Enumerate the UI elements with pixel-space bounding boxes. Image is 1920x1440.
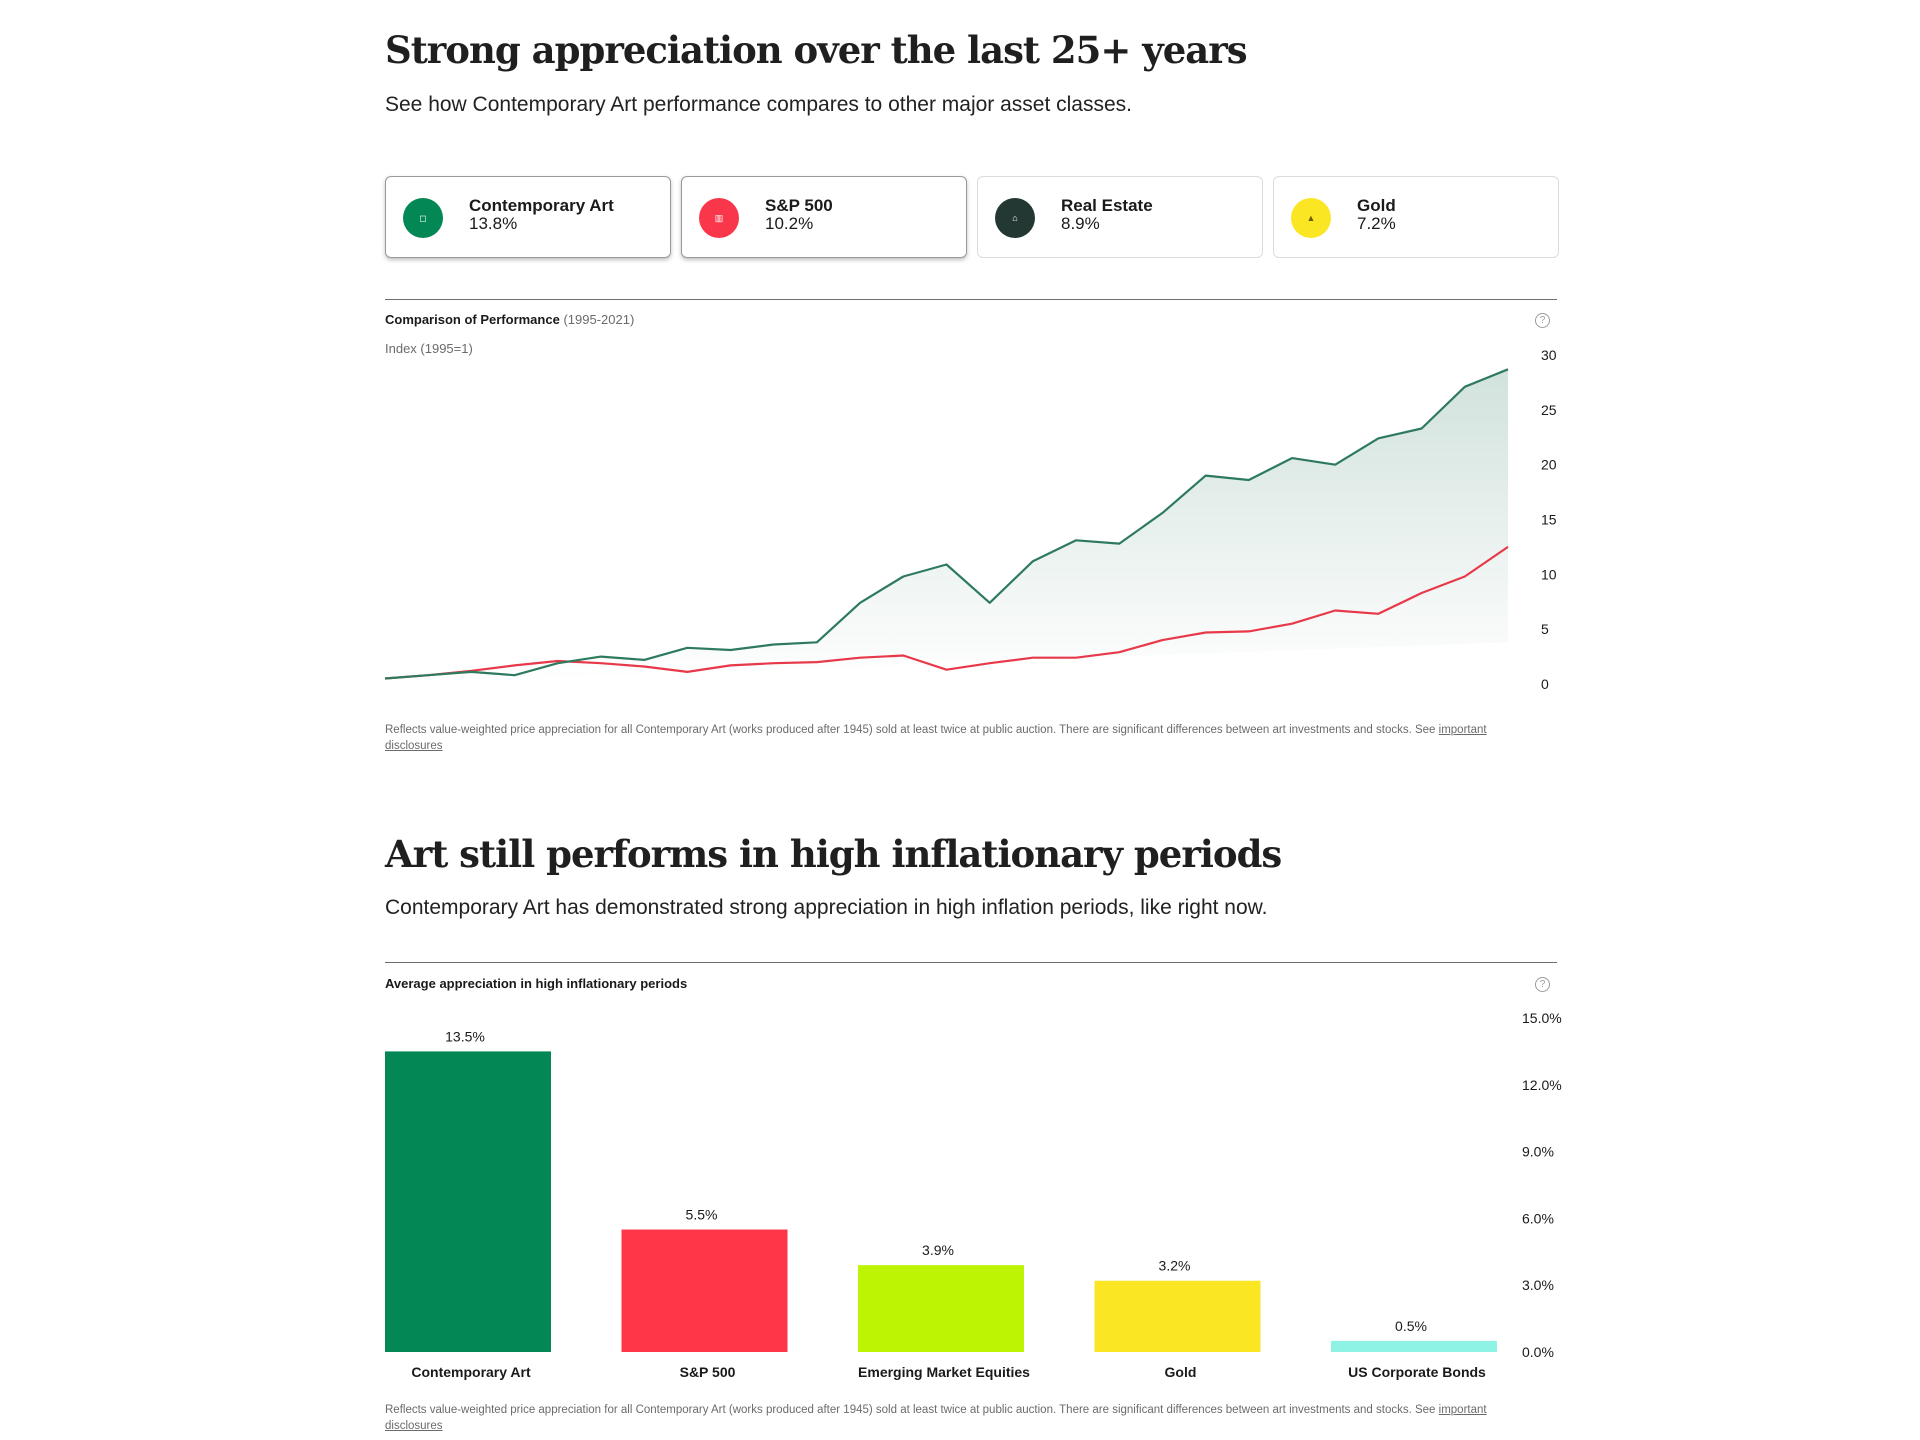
y-tick-label: 12.0% — [1522, 1077, 1562, 1093]
chart1-footnote: Reflects value-weighted price appreciati… — [385, 722, 1525, 754]
category-label: S&P 500 — [680, 1364, 736, 1380]
chart1-title-text: Comparison of Performance — [385, 312, 560, 327]
gold-icon: ▲ — [1291, 198, 1331, 238]
chart2-footnote: Reflects value-weighted price appreciati… — [385, 1402, 1525, 1434]
y-tick-label: 10 — [1541, 566, 1557, 582]
asset-card-real-estate[interactable]: ⌂ Real Estate 8.9% — [977, 176, 1263, 258]
asset-card-name: Gold — [1357, 196, 1396, 215]
y-tick-label: 15.0% — [1522, 1010, 1562, 1026]
asset-card-name: Contemporary Art — [469, 196, 614, 215]
house-icon: ⌂ — [995, 198, 1035, 238]
asset-card-sp500[interactable]: ▥ S&P 500 10.2% — [681, 176, 967, 258]
y-tick-label: 3.0% — [1522, 1277, 1554, 1293]
y-tick-label: 5 — [1541, 621, 1549, 637]
section2-subtitle: Contemporary Art has demonstrated strong… — [385, 896, 1268, 919]
help-icon[interactable]: ? — [1535, 977, 1550, 992]
y-tick-label: 25 — [1541, 402, 1557, 418]
chart1-ylabel: Index (1995=1) — [385, 341, 473, 356]
chart1-range: (1995-2021) — [563, 312, 635, 327]
asset-card-value: 13.8% — [469, 214, 518, 233]
bar-s-p-500 — [621, 1229, 788, 1352]
important-disclosures-link[interactable]: important disclosures — [385, 724, 1487, 752]
section1-title: Strong appreciation over the last 25+ ye… — [385, 28, 1248, 72]
chart1-footnote-text: Reflects value-weighted price appreciati… — [385, 724, 1436, 736]
asset-card-name: S&P 500 — [765, 196, 833, 215]
category-label: Emerging Market Equities — [858, 1364, 1030, 1380]
y-tick-label: 0.0% — [1522, 1344, 1554, 1360]
bar-value-label: 0.5% — [1395, 1318, 1427, 1334]
y-tick-label: 9.0% — [1522, 1144, 1554, 1160]
y-tick-label: 15 — [1541, 512, 1557, 528]
bar-emerging-market-equities — [858, 1265, 1024, 1352]
bar-value-label: 5.5% — [686, 1207, 718, 1223]
contemporary-art-line — [384, 368, 1509, 680]
bar-gold — [1094, 1280, 1261, 1352]
chart1-divider — [385, 299, 1557, 300]
chart2-title: Average appreciation in high inflationar… — [385, 976, 688, 991]
y-tick-label: 0 — [1541, 676, 1549, 692]
performance-line-chart: 0 5 10 15 20 25 30 — [384, 347, 1557, 692]
art-icon: ◻ — [403, 198, 443, 238]
chart2-footnote-text: Reflects value-weighted price appreciati… — [385, 1404, 1436, 1416]
chart2-divider — [385, 962, 1557, 963]
asset-card-value: 10.2% — [765, 214, 814, 233]
bar-contemporary-art — [385, 1051, 551, 1352]
asset-card-value: 7.2% — [1357, 214, 1396, 233]
chart1-title: Comparison of Performance (1995-2021) — [385, 312, 634, 327]
bar-value-label: 3.2% — [1159, 1258, 1191, 1274]
asset-card-name: Real Estate — [1061, 196, 1153, 215]
stocks-icon: ▥ — [699, 198, 739, 238]
asset-card-gold[interactable]: ▲ Gold 7.2% — [1273, 176, 1559, 258]
section1-subtitle: See how Contemporary Art performance com… — [385, 93, 1132, 116]
contemporary-art-area — [385, 369, 1508, 684]
y-tick-label: 30 — [1541, 347, 1557, 363]
bar-value-label: 13.5% — [445, 1028, 485, 1044]
asset-card-value: 8.9% — [1061, 214, 1100, 233]
bar-us-corporate-bonds — [1331, 1340, 1497, 1352]
section2-title: Art still performs in high inflationary … — [385, 832, 1282, 876]
important-disclosures-link[interactable]: important disclosures — [385, 1404, 1487, 1432]
asset-card-contemporary-art[interactable]: ◻ Contemporary Art 13.8% — [385, 176, 671, 258]
help-icon[interactable]: ? — [1535, 313, 1550, 328]
bar-value-label: 3.9% — [922, 1242, 954, 1258]
y-tick-label: 20 — [1541, 457, 1557, 473]
y-tick-label: 6.0% — [1522, 1210, 1554, 1226]
category-label: Gold — [1165, 1364, 1197, 1380]
category-label: US Corporate Bonds — [1348, 1364, 1486, 1380]
category-label: Contemporary Art — [411, 1364, 531, 1380]
